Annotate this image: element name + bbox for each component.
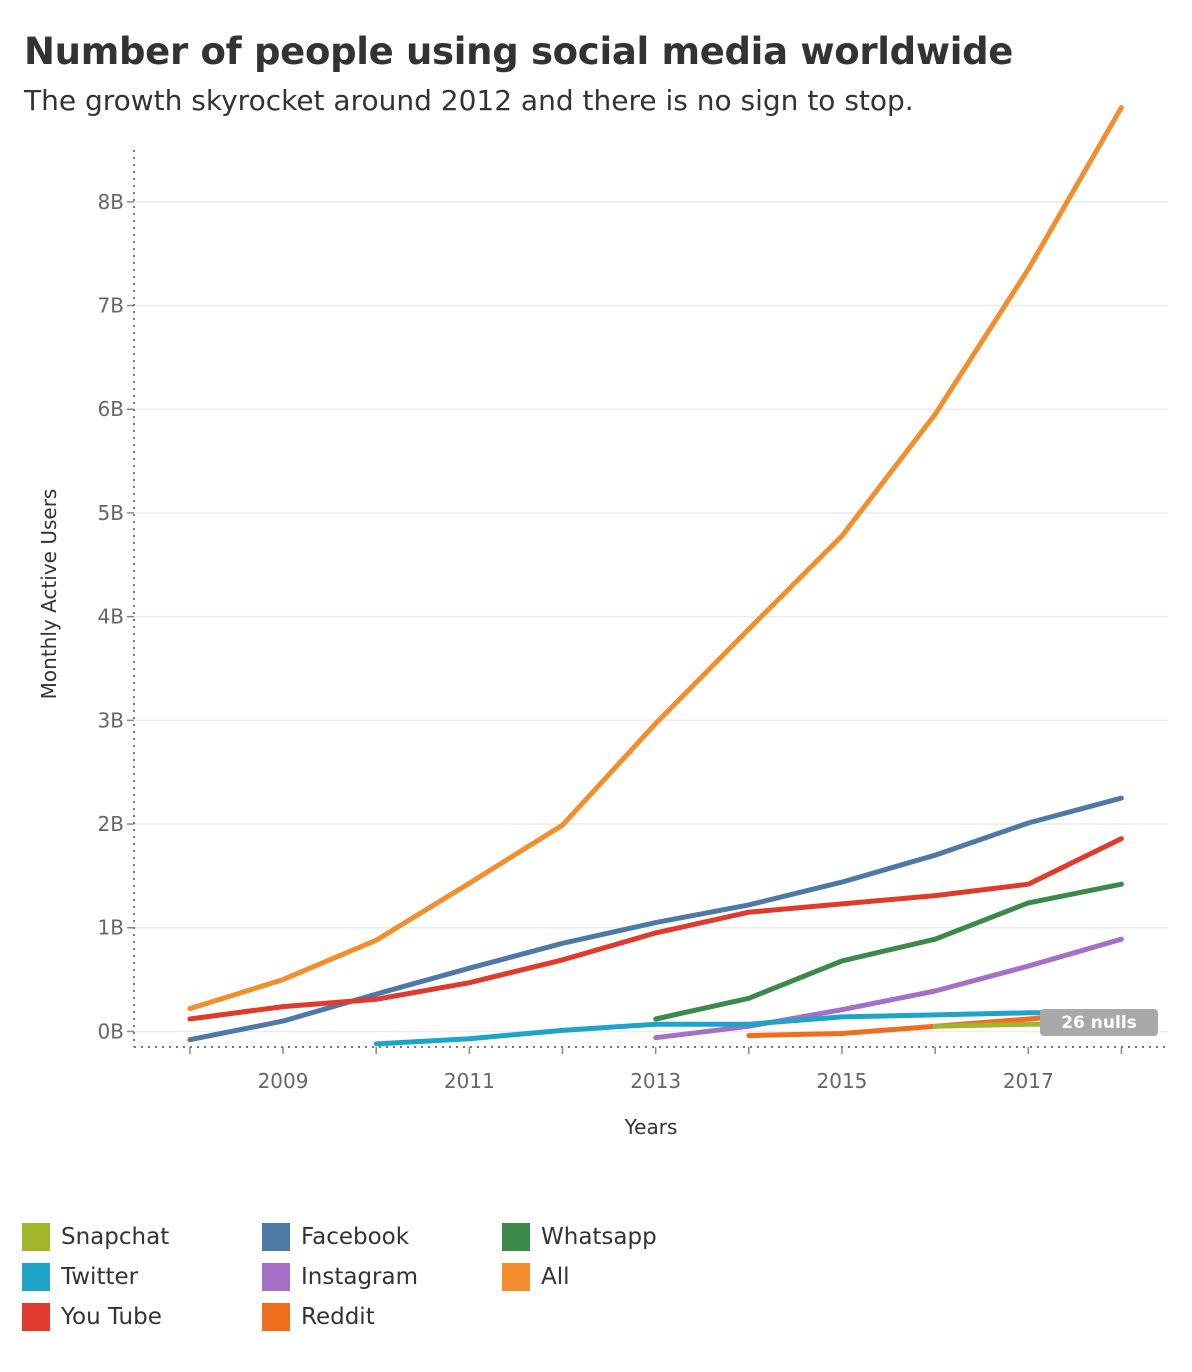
chart-title: Number of people using social media worl… [24, 30, 1014, 73]
legend-item-snapchat[interactable]: Snapchat [22, 1222, 169, 1252]
y-axis-title: Monthly Active Users [37, 489, 61, 700]
legend-swatch [502, 1223, 530, 1251]
legend-swatch [22, 1263, 50, 1291]
legend-swatch [22, 1303, 50, 1331]
y-tick-label: 6B [98, 397, 124, 421]
series-line-instagram[interactable] [653, 936, 1124, 1041]
legend-label: You Tube [61, 1304, 162, 1330]
null-indicator-bg[interactable] [1040, 1009, 1158, 1036]
x-tick-label: 2017 [1003, 1069, 1054, 1093]
y-tick-label: 7B [98, 294, 124, 318]
y-tick-label: 1B [98, 916, 124, 940]
y-tick-label: 2B [98, 812, 124, 836]
legend-item-reddit[interactable]: Reddit [262, 1302, 375, 1332]
legend-label: Snapchat [61, 1224, 170, 1250]
legend-item-you-tube[interactable]: You Tube [22, 1302, 162, 1332]
legend-item-facebook[interactable]: Facebook [262, 1222, 409, 1252]
legend-item-whatsapp[interactable]: Whatsapp [502, 1222, 657, 1252]
x-axis-title: Years [624, 1115, 678, 1139]
legend-swatch [262, 1303, 290, 1331]
legend-swatch [262, 1263, 290, 1291]
line-chart: 0B 1B 2B 3B 4B 5B 6B 7B 8B 2009 2011 2013 2015 2017 2… [37, 105, 1168, 1139]
axes [127, 150, 1168, 1054]
legend-label: Instagram [301, 1264, 419, 1290]
y-tick-label: 4B [98, 605, 124, 629]
y-tick-label: 8B [98, 190, 124, 214]
chart-subtitle: The growth skyrocket around 2012 and the… [24, 84, 914, 117]
legend-item-instagram[interactable]: Instagram [262, 1262, 418, 1292]
grid-lines [134, 201, 1168, 1033]
series-line-all[interactable] [187, 105, 1124, 1012]
y-tick-label: 0B [98, 1019, 124, 1043]
series-lines [187, 105, 1124, 1047]
y-tick-label: 5B [98, 501, 124, 525]
legend-item-all[interactable]: All [502, 1262, 570, 1292]
tick-labels: 0B 1B 2B 3B 4B 5B 6B 7B 8B 2009 2011 2013 2015 2017 [98, 190, 1054, 1093]
x-tick-label: 2013 [630, 1069, 681, 1093]
x-tick-label: 2015 [817, 1069, 868, 1093]
null-indicator-text[interactable]: 26 nulls [1061, 1013, 1137, 1033]
x-tick-label: 2011 [444, 1069, 495, 1093]
legend-item-twitter[interactable]: Twitter [22, 1262, 138, 1292]
series-line-twitter[interactable] [373, 1010, 1124, 1047]
legend-swatch [502, 1263, 530, 1291]
null-indicator[interactable]: 26 nulls [1040, 1009, 1158, 1036]
legend-label: Reddit [301, 1304, 375, 1330]
series-line-whatsapp[interactable] [653, 881, 1124, 1022]
y-tick-label: 3B [98, 708, 124, 732]
legend-swatch [22, 1223, 50, 1251]
series-line-you-tube[interactable] [187, 836, 1124, 1022]
legend-label: Whatsapp [541, 1224, 657, 1250]
legend-label: All [541, 1264, 570, 1290]
legend-swatch [262, 1223, 290, 1251]
x-tick-label: 2009 [258, 1069, 309, 1093]
legend-label: Twitter [61, 1264, 139, 1290]
legend-label: Facebook [301, 1224, 410, 1250]
